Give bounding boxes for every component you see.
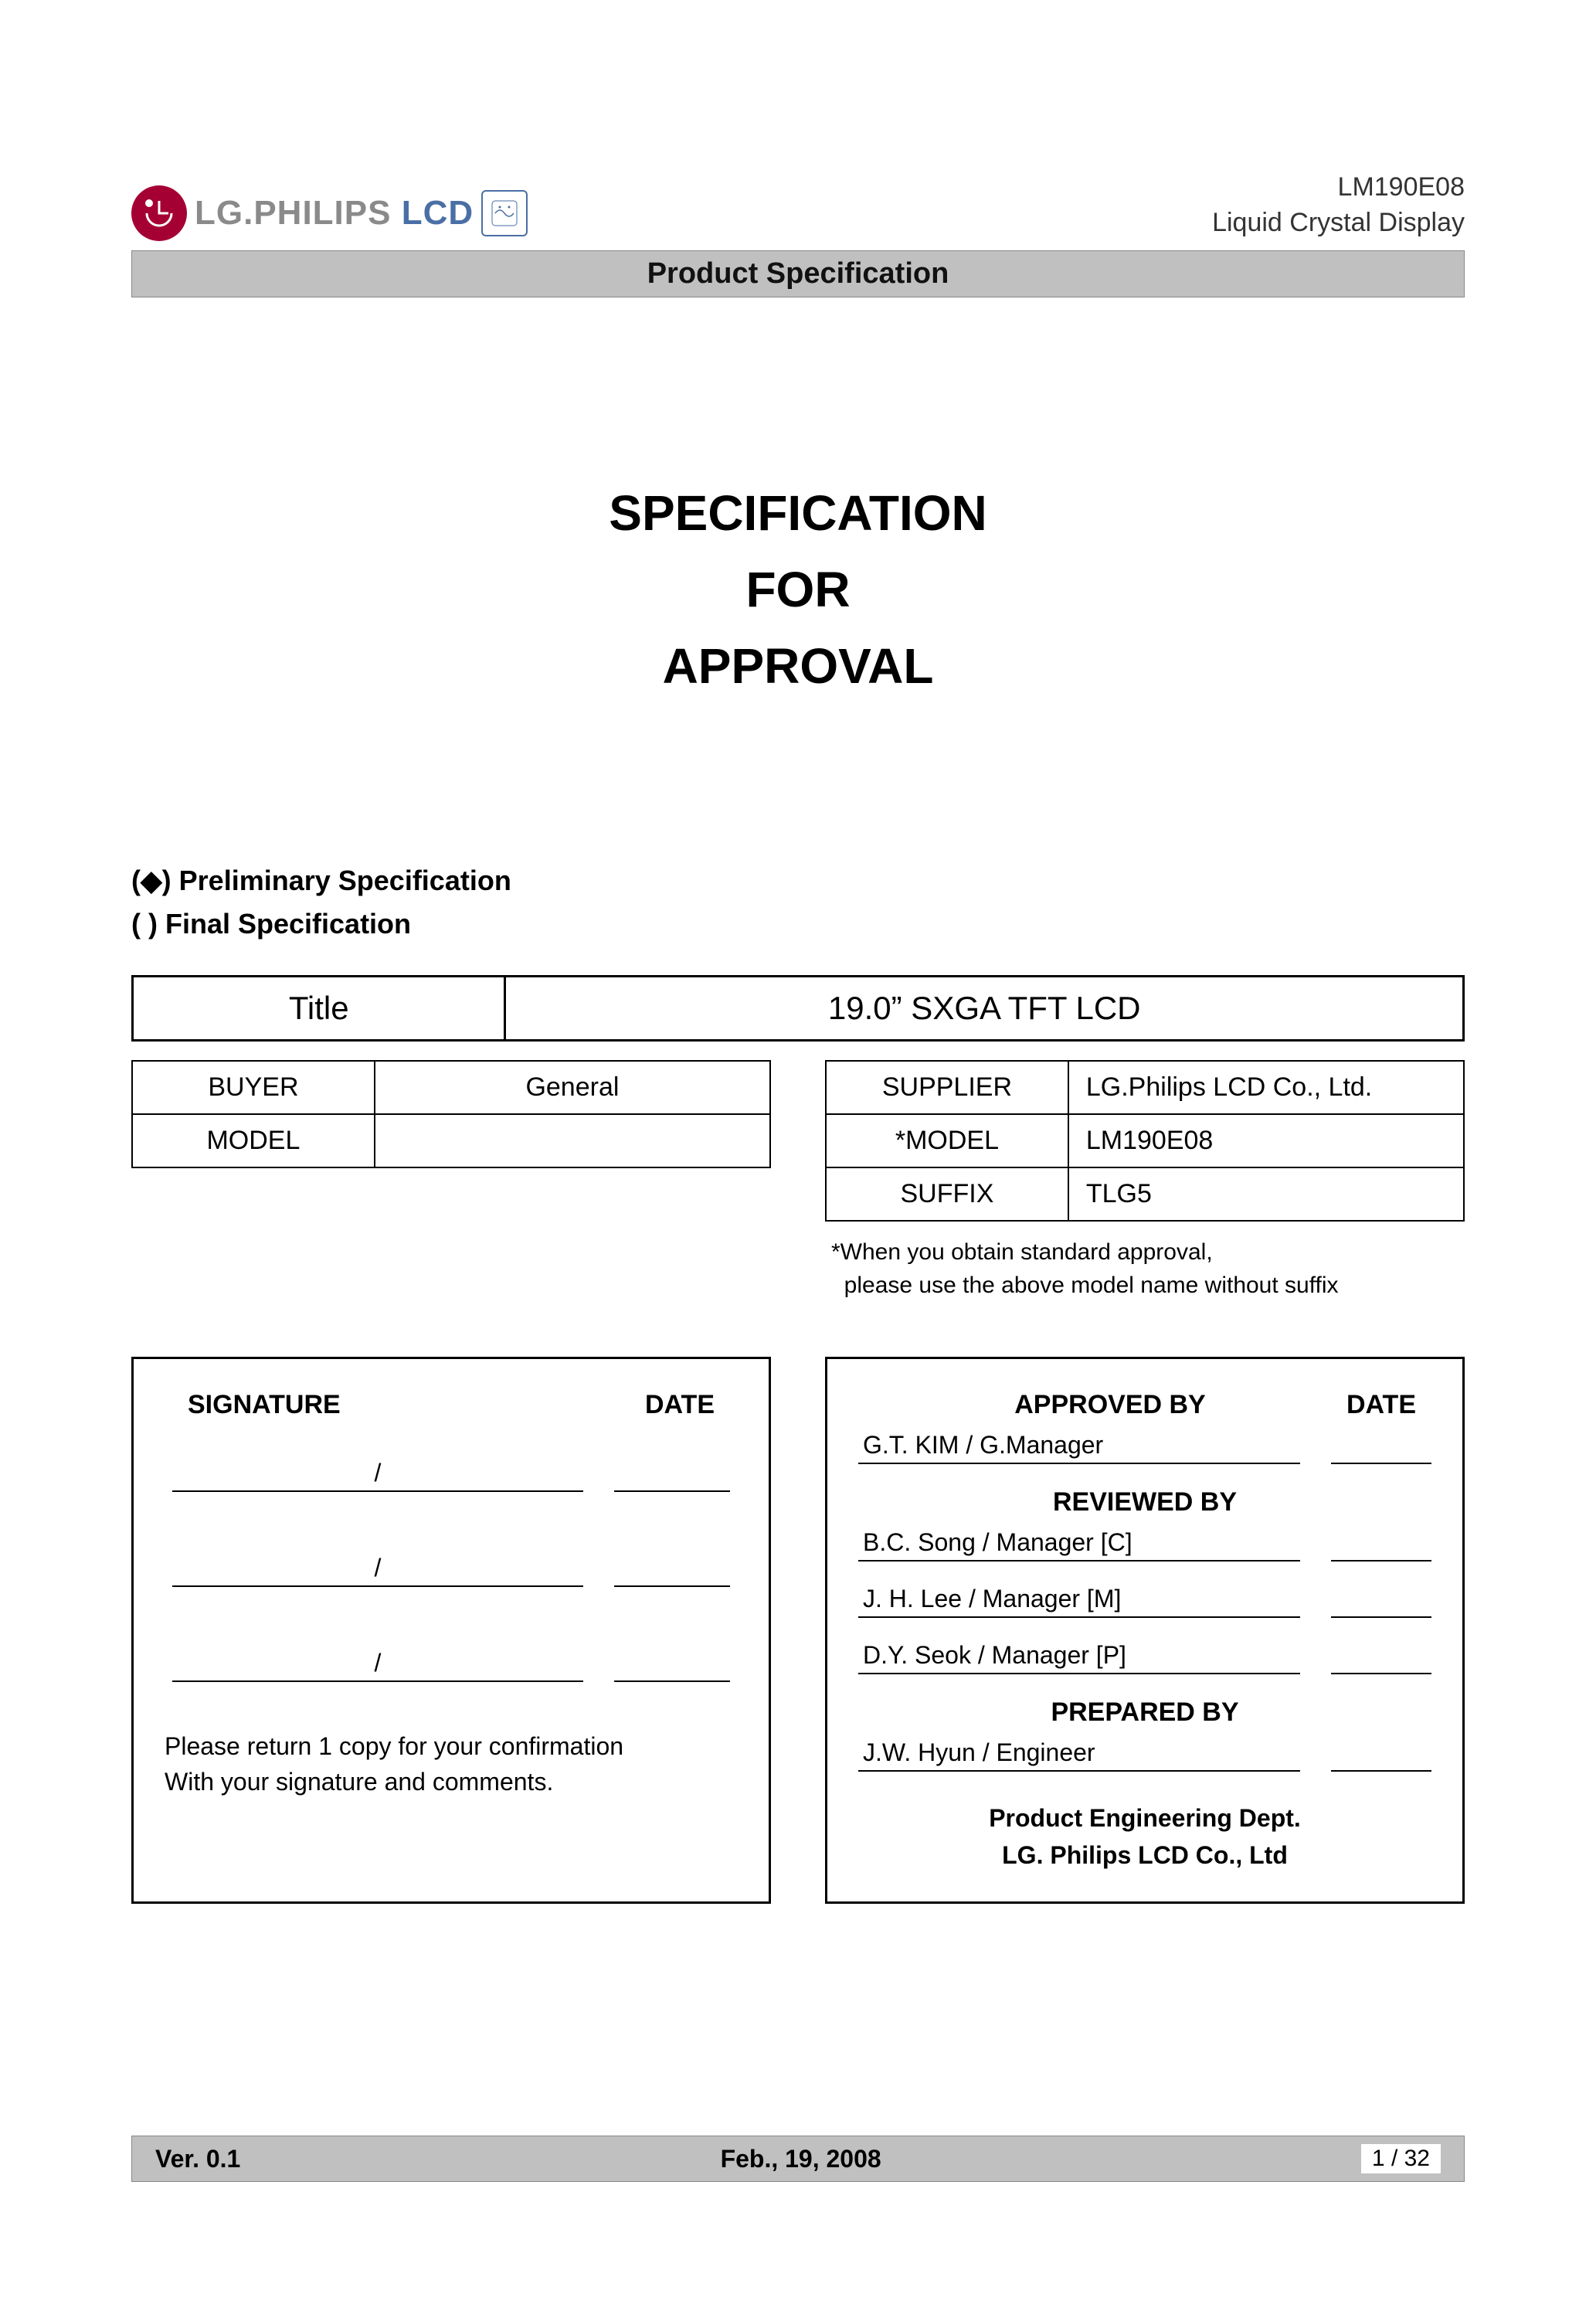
buyer-value: General — [375, 1061, 770, 1114]
sig-line-1: / — [165, 1459, 738, 1492]
prepared-label: PREPARED BY — [858, 1697, 1431, 1728]
footer-bar: Ver. 0.1 Feb., 19, 2008 1 / 32 — [131, 2136, 1465, 2182]
reviewer-date — [1331, 1593, 1431, 1618]
approved-name: G.T. KIM / G.Manager — [858, 1431, 1300, 1464]
smodel-value: LM190E08 — [1068, 1114, 1464, 1167]
sig-note-line1: Please return 1 copy for your confirmati… — [165, 1728, 738, 1764]
date-label: DATE — [645, 1390, 715, 1420]
model-line1: LM190E08 — [1212, 170, 1465, 206]
approved-label: APPROVED BY — [874, 1390, 1346, 1420]
supplier-value: LG.Philips LCD Co., Ltd. — [1068, 1061, 1464, 1114]
footer-date: Feb., 19, 2008 — [721, 2145, 881, 2173]
note-line2: please use the above model name without … — [831, 1269, 1465, 1303]
table-row: MODEL — [132, 1114, 770, 1167]
approved-name-row: G.T. KIM / G.Manager — [858, 1431, 1431, 1464]
reviewed-label: REVIEWED BY — [858, 1487, 1431, 1517]
title-line2: FOR — [131, 552, 1465, 628]
dept-block: Product Engineering Dept. LG. Philips LC… — [858, 1799, 1431, 1874]
sig-note: Please return 1 copy for your confirmati… — [165, 1728, 738, 1800]
signature-right-box: APPROVED BY DATE G.T. KIM / G.Manager RE… — [825, 1357, 1465, 1904]
approved-date — [1331, 1439, 1431, 1464]
logo-company: LG.PHILIPS — [195, 194, 391, 232]
dept-line2: LG. Philips LCD Co., Ltd — [858, 1837, 1431, 1874]
title-table: Title 19.0” SXGA TFT LCD — [131, 975, 1465, 1042]
document-page: LG.PHILIPS LCD LM190E08 Liquid Crystal D… — [0, 31, 1596, 2290]
model-value — [375, 1114, 770, 1167]
signature-left-box: SIGNATURE DATE / / / Please return 1 cop… — [131, 1357, 771, 1904]
date-line — [614, 1561, 730, 1587]
sig-line-2: / — [165, 1554, 738, 1587]
logo-suffix: LCD — [402, 194, 474, 232]
product-spec-bar: Product Specification — [131, 250, 1465, 297]
sig-slash: / — [172, 1459, 583, 1492]
approved-date-label: DATE — [1346, 1390, 1416, 1420]
smodel-label: *MODEL — [826, 1114, 1068, 1167]
sig-label: SIGNATURE — [188, 1390, 341, 1420]
buyer-label: BUYER — [132, 1061, 375, 1114]
sig-slash: / — [172, 1649, 583, 1682]
header-right: LM190E08 Liquid Crystal Display — [1212, 170, 1465, 241]
sig-note-line2: With your signature and comments. — [165, 1764, 738, 1799]
info-row: BUYER General MODEL SUPPLIER LG.Philips … — [131, 1060, 1465, 1303]
prepared-name: J.W. Hyun / Engineer — [858, 1738, 1300, 1772]
title-line3: APPROVAL — [131, 628, 1465, 705]
supplier-note: *When you obtain standard approval, plea… — [825, 1235, 1465, 1303]
table-row: BUYER General — [132, 1061, 770, 1114]
reviewer-name: B.C. Song / Manager [C] — [858, 1528, 1300, 1561]
date-line — [614, 1466, 730, 1492]
supplier-table: SUPPLIER LG.Philips LCD Co., Ltd. *MODEL… — [825, 1060, 1465, 1222]
supplier-label: SUPPLIER — [826, 1061, 1068, 1114]
table-row: SUPPLIER LG.Philips LCD Co., Ltd. — [826, 1061, 1464, 1114]
reviewer-name: J. H. Lee / Manager [M] — [858, 1585, 1300, 1618]
model-line2: Liquid Crystal Display — [1212, 206, 1465, 241]
final-spec: ( ) Final Specification — [131, 902, 1465, 946]
reviewer-row-3: D.Y. Seok / Manager [P] — [858, 1641, 1431, 1674]
footer-page: 1 / 32 — [1361, 2144, 1441, 2173]
philips-shield-icon — [481, 190, 528, 236]
title-label-cell: Title — [133, 976, 505, 1040]
title-line1: SPECIFICATION — [131, 475, 1465, 552]
note-line1: *When you obtain standard approval, — [831, 1235, 1465, 1269]
buyer-table: BUYER General MODEL — [131, 1060, 771, 1168]
date-line — [614, 1656, 730, 1682]
sig-slash: / — [172, 1554, 583, 1587]
buyer-col: BUYER General MODEL — [131, 1060, 771, 1303]
sig-line-3: / — [165, 1649, 738, 1682]
approved-header: APPROVED BY DATE — [858, 1390, 1431, 1420]
suffix-value: TLG5 — [1068, 1167, 1464, 1221]
spec-type-block: (◆) Preliminary Specification ( ) Final … — [131, 859, 1465, 946]
reviewer-date — [1331, 1537, 1431, 1561]
table-row: Title 19.0” SXGA TFT LCD — [133, 976, 1464, 1040]
reviewer-date — [1331, 1650, 1431, 1674]
reviewer-name: D.Y. Seok / Manager [P] — [858, 1641, 1300, 1674]
header-row: LG.PHILIPS LCD LM190E08 Liquid Crystal D… — [131, 170, 1465, 241]
reviewer-row-2: J. H. Lee / Manager [M] — [858, 1585, 1431, 1618]
title-value-cell: 19.0” SXGA TFT LCD — [505, 976, 1464, 1040]
logo-text: LG.PHILIPS LCD — [195, 194, 474, 233]
table-row: SUFFIX TLG5 — [826, 1167, 1464, 1221]
reviewer-row-1: B.C. Song / Manager [C] — [858, 1528, 1431, 1561]
dept-line1: Product Engineering Dept. — [858, 1799, 1431, 1837]
model-label: MODEL — [132, 1114, 375, 1167]
table-row: *MODEL LM190E08 — [826, 1114, 1464, 1167]
supplier-col: SUPPLIER LG.Philips LCD Co., Ltd. *MODEL… — [825, 1060, 1465, 1303]
prepared-row: J.W. Hyun / Engineer — [858, 1738, 1431, 1772]
main-title: SPECIFICATION FOR APPROVAL — [131, 475, 1465, 705]
signature-row: SIGNATURE DATE / / / Please return 1 cop… — [131, 1357, 1465, 1904]
prepared-date — [1331, 1747, 1431, 1772]
preliminary-spec: (◆) Preliminary Specification — [131, 859, 1465, 902]
sig-left-header: SIGNATURE DATE — [165, 1390, 738, 1420]
lg-logo-icon — [131, 185, 187, 241]
suffix-label: SUFFIX — [826, 1167, 1068, 1221]
logo-block: LG.PHILIPS LCD — [131, 185, 528, 241]
footer-version: Ver. 0.1 — [155, 2145, 240, 2173]
